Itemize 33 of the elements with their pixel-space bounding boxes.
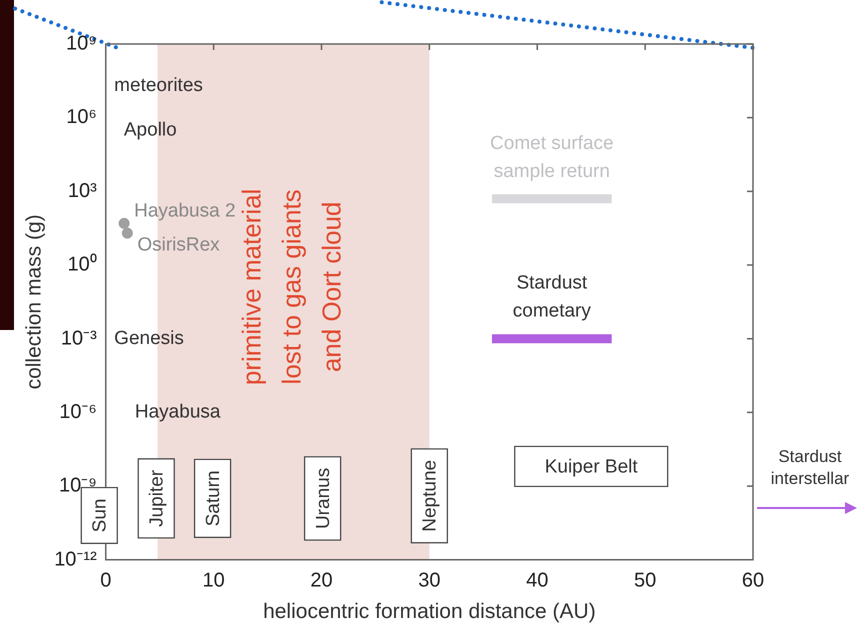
y-tick-label: 10⁰ — [68, 252, 97, 276]
y-tick-label: 10⁻⁶ — [59, 400, 97, 423]
annotation: Jupiter — [146, 469, 168, 527]
annotation: Saturn — [202, 470, 224, 526]
x-tick-label: 50 — [634, 569, 656, 592]
y-tick-label: 10⁶ — [66, 106, 97, 128]
annotation: Hayabusa — [134, 402, 221, 423]
annotation: Neptune — [420, 460, 441, 532]
y-tick-label: 10⁻⁹ — [58, 474, 97, 497]
annotation: Uranus — [312, 468, 334, 530]
x-tick-label: 60 — [742, 569, 764, 592]
annotation: Apollo — [124, 119, 177, 140]
x-tick-label: 20 — [310, 569, 333, 592]
annotation: Sun — [90, 498, 111, 532]
x-axis-title: heliocentric formation distance (AU) — [263, 600, 596, 624]
y-axis-title: collection mass (g) — [22, 214, 46, 390]
y-tick-label: 10⁻³ — [60, 327, 98, 350]
annotation: Genesis — [114, 328, 184, 349]
series-label: Comet surface sample return — [490, 132, 614, 182]
x-tick-label: 40 — [526, 569, 548, 592]
y-tick-label: 10³ — [68, 180, 98, 202]
text: Stardust interstellar — [770, 446, 850, 490]
y-tick-label: 10⁹ — [66, 32, 97, 55]
series-label: Stardust cometary — [512, 272, 592, 322]
series-label: OsirisRex — [137, 234, 220, 256]
x-tick-label: 30 — [418, 569, 441, 592]
annotation: meteorites — [114, 75, 203, 96]
series-label: Hayabusa 2 — [134, 200, 236, 222]
y-tick-label: 10⁻¹² — [54, 548, 98, 570]
band-label: primitive material lost to gas giants and Oort cloud — [236, 188, 347, 386]
x-tick-label: 0 — [100, 569, 112, 592]
annotation: Kuiper Belt — [544, 456, 638, 478]
x-tick-label: 10 — [202, 569, 225, 592]
